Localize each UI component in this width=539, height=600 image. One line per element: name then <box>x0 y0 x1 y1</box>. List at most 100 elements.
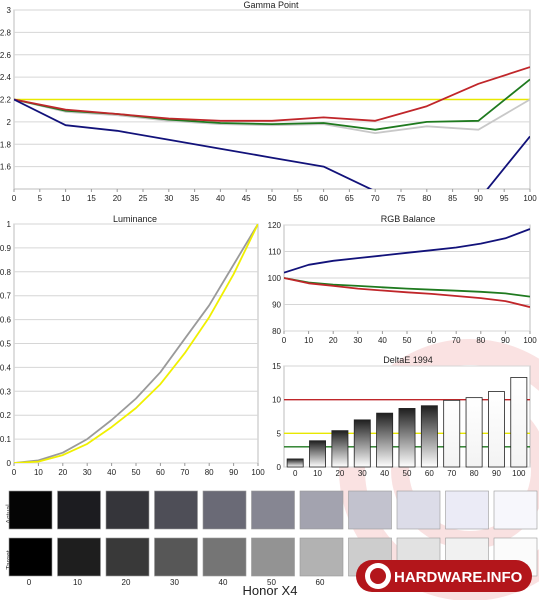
gamma-y-tick-label: 1.6 <box>0 163 12 172</box>
luminance-y-tick-label: 0.8 <box>0 268 12 277</box>
swatch-label: 40 <box>219 578 228 587</box>
rgb-y-tick-label: 110 <box>268 248 281 257</box>
rgb-chart-title: RGB Balance <box>381 214 436 224</box>
swatch-label: 60 <box>316 578 325 587</box>
deltae-x-tick-label: 20 <box>335 469 344 478</box>
gamma-y-tick-label: 2.2 <box>0 96 12 105</box>
luminance-chart: 00.10.20.30.40.50.60.70.80.910 10 20 30 40 50… <box>0 220 265 477</box>
gamma-y-tick-label: 2.8 <box>0 28 12 37</box>
luminance-y-tick-label: 0.2 <box>0 411 12 420</box>
gamma-y-tick-label: 1.8 <box>0 140 12 149</box>
target-swatch <box>105 537 150 577</box>
deltae-bar <box>286 458 304 468</box>
luminance-x-tick-label: 60 <box>156 468 165 477</box>
gamma-x-tick-label: 45 <box>242 194 251 203</box>
gamma-x-tick-label: 10 <box>61 194 70 203</box>
actual-swatch <box>251 490 295 530</box>
luminance-x-tick-label: 80 <box>205 468 214 477</box>
luminance-y-tick-label: 0.6 <box>0 316 12 325</box>
deltae-y-tick-label: 0 <box>277 463 282 472</box>
deltae-chart: 0 5 10 15 0 10 20 30 40 50 60 70 80 90 100 <box>272 362 531 478</box>
rgb-y-tick-label: 120 <box>268 221 282 230</box>
gamma-y-tick-label: 2.6 <box>0 51 12 60</box>
rgb-x-tick-label: 90 <box>501 336 510 345</box>
luminance-series-line-1 <box>14 224 258 463</box>
rgb-chart: 80 90 100 110 120 0 10 20 30 40 50 60 70 80 90 100 <box>268 221 538 345</box>
target-swatch <box>251 537 295 577</box>
gamma-x-tick-label: 50 <box>268 194 277 203</box>
rgb-y-tick-label: 90 <box>272 301 281 310</box>
target-swatch <box>57 537 101 577</box>
swatch-label: 30 <box>170 578 179 587</box>
deltae-bar <box>376 412 394 468</box>
rgb-x-tick-label: 100 <box>523 336 537 345</box>
swatch-label: 0 <box>27 578 32 587</box>
luminance-y-tick-label: 0.7 <box>0 292 12 301</box>
rgb-series-line-0 <box>284 228 530 274</box>
rgb-x-tick-label: 80 <box>476 336 485 345</box>
rgb-x-tick-label: 70 <box>452 336 461 345</box>
luminance-y-tick-label: 0.9 <box>0 244 12 253</box>
target-swatch <box>8 537 53 577</box>
deltae-bar <box>510 377 528 468</box>
rgb-x-tick-label: 60 <box>427 336 436 345</box>
hardware-info-logo: HARDWARE.INFO <box>356 560 532 592</box>
gamma-x-tick-label: 25 <box>139 194 148 203</box>
gamma-x-tick-label: 75 <box>397 194 406 203</box>
deltae-y-tick-label: 10 <box>272 396 281 405</box>
gamma-x-tick-label: 30 <box>164 194 173 203</box>
luminance-y-tick-label: 0.4 <box>0 363 12 372</box>
luminance-x-tick-label: 20 <box>58 468 67 477</box>
deltae-bar <box>488 391 505 468</box>
luminance-x-tick-label: 10 <box>34 468 43 477</box>
target-swatch <box>202 537 247 577</box>
luminance-x-tick-label: 40 <box>107 468 116 477</box>
luminance-x-tick-label: 50 <box>132 468 141 477</box>
deltae-x-tick-label: 30 <box>358 469 367 478</box>
gamma-chart: 1.61.822.22.42.62.830 5 10 15 20 25 30 35 40 45 50… <box>0 6 537 203</box>
deltae-chart-title: DeltaE 1994 <box>383 355 433 365</box>
rgb-x-tick-label: 30 <box>353 336 362 345</box>
actual-swatch <box>348 490 392 530</box>
rgb-x-tick-label: 10 <box>304 336 313 345</box>
deltae-y-tick-label: 5 <box>277 429 282 438</box>
actual-swatch <box>8 490 53 530</box>
actual-swatch <box>396 490 441 530</box>
deltae-y-tick-label: 15 <box>272 362 281 371</box>
deltae-bar <box>443 399 461 468</box>
gamma-series-line-0 <box>14 98 530 134</box>
luminance-x-tick-label: 0 <box>12 468 17 477</box>
actual-swatch <box>57 490 101 530</box>
deltae-x-tick-label: 90 <box>492 469 501 478</box>
device-name: Honor X4 <box>243 583 298 598</box>
gamma-chart-title: Gamma Point <box>243 0 299 10</box>
deltae-bar <box>398 408 416 468</box>
swatch-label: 20 <box>122 578 131 587</box>
luminance-x-tick-label: 70 <box>180 468 189 477</box>
rgb-series-line-2 <box>284 277 530 308</box>
gamma-series-line-3 <box>14 98 530 189</box>
gamma-series-group <box>14 66 530 189</box>
gamma-x-tick-label: 95 <box>500 194 509 203</box>
rgb-x-tick-label: 0 <box>282 336 287 345</box>
luminance-y-tick-label: 0.5 <box>0 340 12 349</box>
rgb-x-tick-label: 50 <box>403 336 412 345</box>
deltae-x-tick-label: 10 <box>313 469 322 478</box>
luminance-chart-title: Luminance <box>113 214 157 224</box>
gamma-x-tick-label: 40 <box>216 194 225 203</box>
luminance-x-tick-label: 30 <box>83 468 92 477</box>
target-swatch <box>154 537 198 577</box>
luminance-series-line-0 <box>14 224 258 463</box>
gamma-x-tick-label: 35 <box>190 194 199 203</box>
gamma-x-tick-label: 65 <box>345 194 354 203</box>
luminance-y-tick-label: 1 <box>7 220 12 229</box>
luminance-y-tick-label: 0.1 <box>0 435 12 444</box>
deltae-bar <box>465 397 483 468</box>
rgb-x-tick-label: 20 <box>329 336 338 345</box>
deltae-bar <box>331 430 349 468</box>
gamma-x-tick-label: 5 <box>38 194 43 203</box>
gamma-x-tick-label: 0 <box>12 194 17 203</box>
deltae-x-tick-label: 60 <box>425 469 434 478</box>
swatch-label: 10 <box>73 578 82 587</box>
